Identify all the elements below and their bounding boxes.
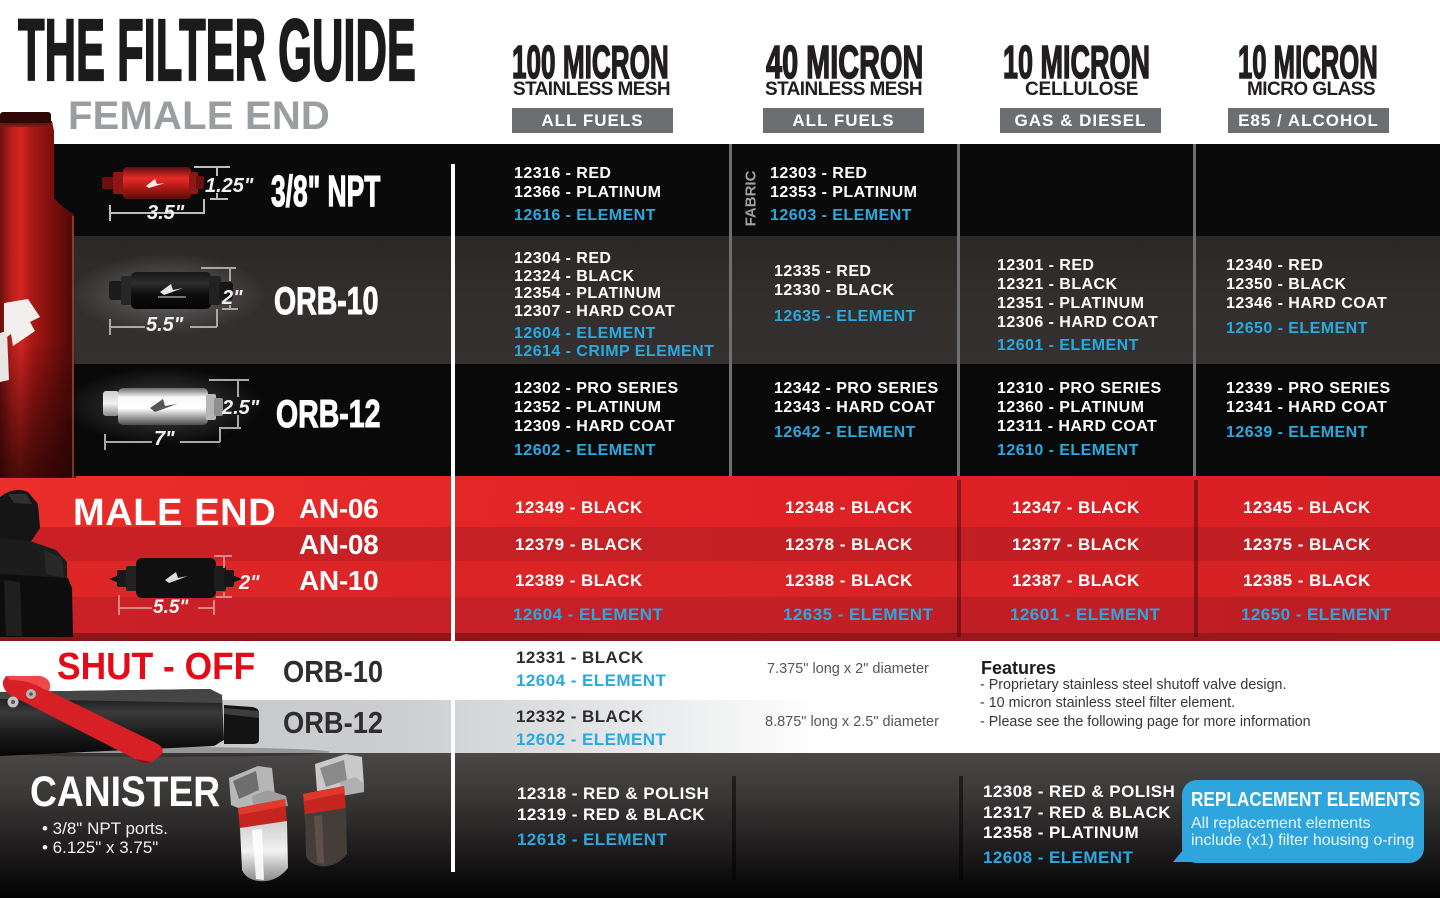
svg-text:3.5": 3.5" [147, 202, 185, 224]
svg-text:5.5": 5.5" [146, 314, 184, 336]
svg-text:2": 2" [238, 572, 260, 594]
svg-text:2": 2" [221, 287, 243, 309]
svg-text:2.5": 2.5" [221, 397, 260, 419]
svg-text:1.25": 1.25" [205, 175, 254, 197]
svg-text:5.5": 5.5" [153, 597, 189, 618]
svg-text:7": 7" [154, 428, 175, 450]
